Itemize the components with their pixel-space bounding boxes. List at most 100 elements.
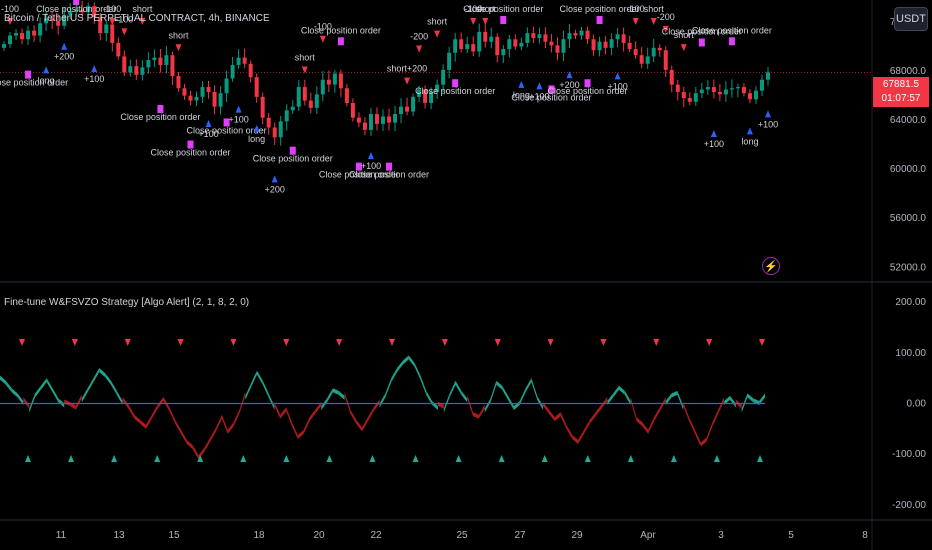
close-order-marker <box>355 162 362 171</box>
sell-signal-marker <box>19 339 25 346</box>
buy-signal-marker <box>498 455 505 462</box>
candle-body <box>525 33 530 43</box>
sell-signal-marker <box>283 339 290 346</box>
candle-body <box>92 6 97 18</box>
oscillator-band-segment <box>116 390 123 405</box>
oscillator-band-segment <box>46 378 53 393</box>
sell-signal-marker <box>600 339 607 346</box>
oscillator-band-segment <box>256 370 263 385</box>
oscillator-band-segment <box>297 429 304 439</box>
oscillator-band-segment <box>140 419 146 429</box>
sell-signal-marker <box>706 339 713 346</box>
candle-body <box>435 84 440 92</box>
short-arrow-icon <box>175 44 182 52</box>
oscillator-band-segment <box>665 393 672 405</box>
candle-body <box>260 96 265 118</box>
candle-body <box>68 11 73 15</box>
oscillator-band-segment <box>81 388 88 403</box>
candle-body <box>663 50 668 70</box>
candle-body <box>182 88 187 96</box>
time-axis-tick: 22 <box>370 530 382 541</box>
strategy-annotation-label: short <box>168 30 189 40</box>
candle-body <box>206 87 211 92</box>
strategy-annotation-label: long <box>248 134 265 144</box>
oscillator-band-segment <box>729 395 736 408</box>
candle-body <box>194 96 199 101</box>
long-arrow-icon <box>253 124 260 132</box>
buy-signal-marker <box>713 455 720 462</box>
oscillator-band-segment <box>671 390 678 398</box>
oscillator-band-segment <box>689 417 695 434</box>
candle-body <box>471 44 476 52</box>
oscillator-band-segment <box>321 398 328 411</box>
candle-body <box>308 100 313 108</box>
candle-body <box>447 52 452 70</box>
oscillator-band-segment <box>344 391 351 414</box>
candle-body <box>399 106 404 115</box>
oscillator-band-segment <box>239 391 246 414</box>
close-order-marker <box>73 0 80 5</box>
oscillator-band-segment <box>327 388 333 403</box>
lightning-bolt-icon[interactable]: ⚡ <box>762 257 780 275</box>
candle-body <box>609 39 614 48</box>
candle-body <box>380 116 385 124</box>
strategy-annotation-label: -100 <box>627 4 645 14</box>
candle-body <box>122 56 127 73</box>
last-price-value: 67881.5 <box>882 79 920 90</box>
time-axis-tick: Apr <box>640 530 656 541</box>
oscillator-band-segment <box>619 385 625 395</box>
candle-body <box>338 73 343 89</box>
candle-body <box>519 42 524 47</box>
candle-body <box>423 89 428 103</box>
short-arrow-icon <box>470 18 477 25</box>
candle-body <box>543 34 548 42</box>
oscillator-band-segment <box>700 437 707 447</box>
oscillator-band-segment <box>5 380 12 393</box>
candle-body <box>146 60 151 68</box>
sell-signal-marker <box>759 339 765 346</box>
candle-body <box>651 47 656 57</box>
candle-body <box>320 79 325 95</box>
candle-body <box>230 64 235 79</box>
oscillator-band-segment <box>93 368 100 383</box>
candle-body <box>669 69 674 85</box>
candle-body <box>639 55 644 64</box>
candle-body <box>747 93 752 100</box>
strategy-annotation-label: Close position order <box>150 148 230 158</box>
short-arrow-icon <box>121 28 128 36</box>
candle-body <box>717 91 722 95</box>
strategy-annotation-label: +100 <box>607 81 627 91</box>
strategy-annotation-label: -200 <box>657 12 675 22</box>
oscillator-band-segment <box>449 380 456 398</box>
oscillator-band-segment <box>122 396 129 409</box>
oscillator-band-segment <box>110 380 117 395</box>
candle-body <box>284 110 289 122</box>
oscillator-band-segment <box>216 414 222 432</box>
candle-body <box>387 116 392 123</box>
strategy-annotation-label: Close position order <box>0 78 68 88</box>
candle-body <box>633 49 638 56</box>
sell-signal-marker <box>124 339 131 346</box>
candle-body <box>254 77 259 97</box>
oscillator-band-segment <box>262 380 269 398</box>
strategy-annotation-label: +100 <box>228 115 248 125</box>
long-arrow-icon <box>205 119 212 127</box>
strategy-annotation-label: -100 <box>103 4 121 14</box>
candle-body <box>465 44 470 50</box>
buy-signal-marker <box>757 455 763 462</box>
candle-body <box>62 14 67 26</box>
candle-body <box>393 114 398 123</box>
candle-body <box>302 87 307 101</box>
candle-body <box>705 87 710 90</box>
sell-signal-marker <box>230 339 237 346</box>
oscillator-band-segment <box>64 399 71 407</box>
candle-body <box>98 17 103 34</box>
oscillator-band-segment <box>566 424 573 439</box>
strategy-annotation-label: long <box>513 90 530 100</box>
sell-signal-marker <box>494 339 501 346</box>
candle-body <box>711 87 716 92</box>
oscillator-band-segment <box>332 388 339 395</box>
currency-button[interactable]: USDT <box>894 7 928 31</box>
candle-body <box>645 56 650 64</box>
oscillator-band-segment <box>578 429 584 445</box>
